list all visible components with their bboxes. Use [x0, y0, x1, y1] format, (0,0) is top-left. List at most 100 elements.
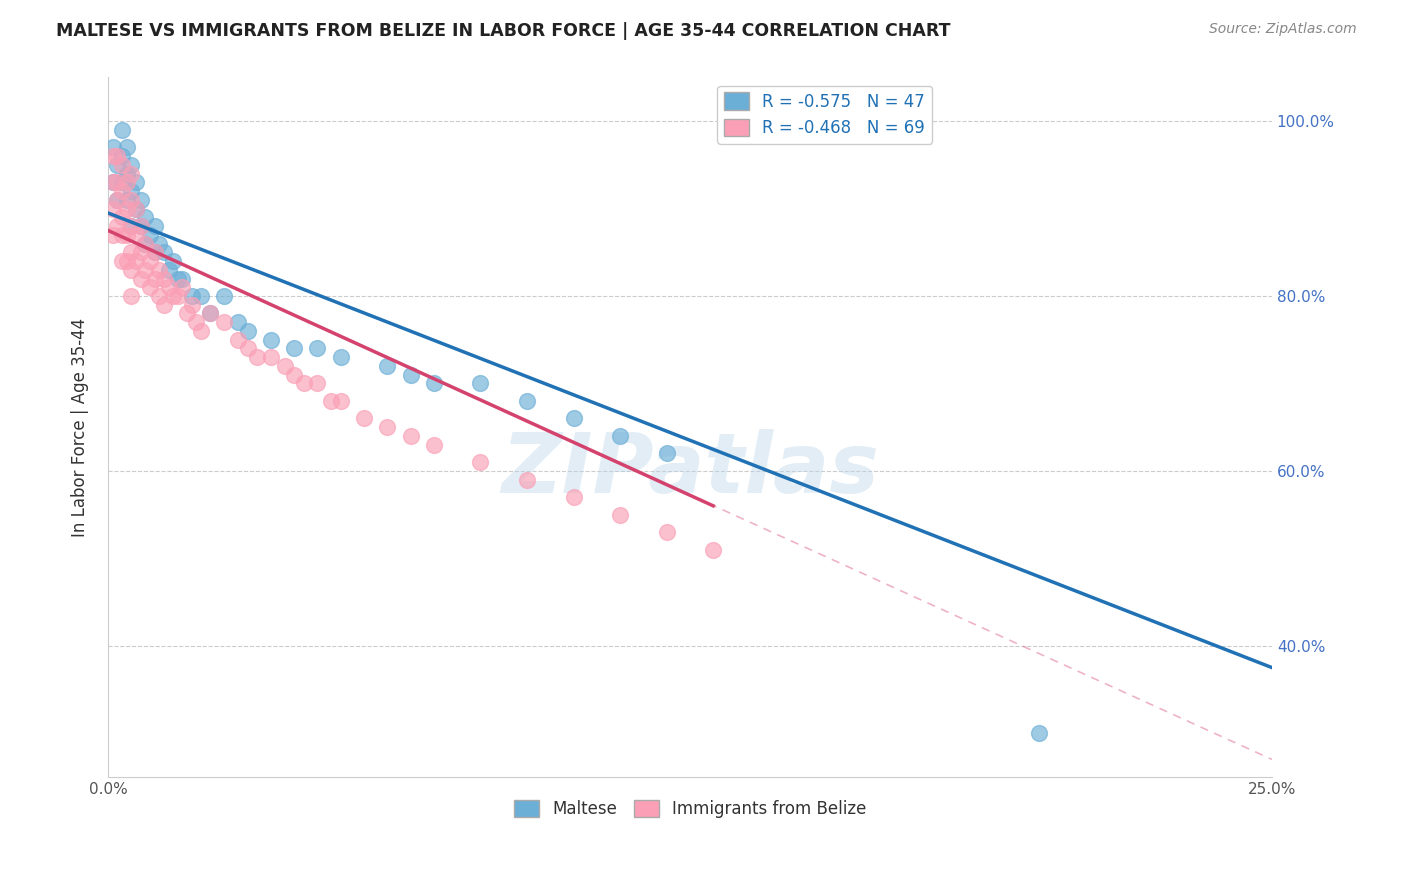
Point [120, 193, 142, 207]
Point [200, 306, 222, 320]
Text: Source: ZipAtlas.com: Source: ZipAtlas.com [1209, 22, 1357, 37]
Point [134, 262, 156, 277]
Point [148, 289, 170, 303]
Point [120, 158, 142, 172]
Point [120, 219, 142, 233]
Point [423, 437, 446, 451]
Point [105, 219, 128, 233]
Point [115, 167, 138, 181]
Point [115, 175, 138, 189]
Point [129, 219, 152, 233]
Point [143, 271, 166, 285]
Point [655, 446, 678, 460]
Point [129, 245, 152, 260]
Point [166, 289, 188, 303]
Point [115, 140, 138, 154]
Point [329, 393, 352, 408]
Point [399, 368, 422, 382]
Point [111, 123, 134, 137]
Point [105, 193, 128, 207]
Point [101, 175, 124, 189]
Point [307, 376, 329, 391]
Point [129, 271, 152, 285]
Point [105, 149, 128, 163]
Point [283, 342, 305, 356]
Point [172, 280, 194, 294]
Point [125, 227, 148, 242]
Point [702, 542, 724, 557]
Point [260, 333, 283, 347]
Point [260, 350, 283, 364]
Point [162, 289, 184, 303]
Point [228, 315, 250, 329]
Point [172, 271, 194, 285]
Point [111, 149, 134, 163]
Point [143, 245, 166, 260]
Point [246, 350, 269, 364]
Point [101, 227, 124, 242]
Point [129, 219, 152, 233]
Point [139, 254, 162, 268]
Point [470, 376, 492, 391]
Point [186, 315, 208, 329]
Point [111, 184, 134, 198]
Point [120, 184, 142, 198]
Point [111, 254, 134, 268]
Point [134, 211, 156, 225]
Point [153, 298, 176, 312]
Point [283, 368, 305, 382]
Legend: Maltese, Immigrants from Belize: Maltese, Immigrants from Belize [508, 793, 873, 824]
Point [274, 359, 297, 373]
Point [180, 298, 202, 312]
Point [101, 149, 124, 163]
Point [111, 158, 134, 172]
Point [200, 306, 222, 320]
Point [399, 429, 422, 443]
Y-axis label: In Labor Force | Age 35-44: In Labor Force | Age 35-44 [72, 318, 89, 537]
Point [115, 254, 138, 268]
Point [321, 393, 343, 408]
Point [236, 324, 259, 338]
Point [120, 219, 142, 233]
Point [562, 411, 585, 425]
Point [153, 245, 176, 260]
Point [120, 262, 142, 277]
Point [166, 271, 188, 285]
Point [148, 236, 170, 251]
Point [139, 280, 162, 294]
Point [143, 245, 166, 260]
Point [609, 429, 631, 443]
Point [115, 202, 138, 216]
Text: ZIPatlas: ZIPatlas [501, 429, 879, 509]
Point [120, 245, 142, 260]
Point [125, 202, 148, 216]
Point [111, 211, 134, 225]
Point [162, 254, 184, 268]
Point [307, 342, 329, 356]
Point [190, 324, 212, 338]
Point [329, 350, 352, 364]
Point [134, 236, 156, 251]
Point [180, 289, 202, 303]
Point [115, 193, 138, 207]
Point [111, 175, 134, 189]
Point [470, 455, 492, 469]
Point [655, 524, 678, 539]
Point [157, 262, 180, 277]
Point [125, 202, 148, 216]
Point [423, 376, 446, 391]
Point [101, 140, 124, 154]
Point [120, 289, 142, 303]
Point [148, 262, 170, 277]
Point [214, 315, 236, 329]
Point [516, 473, 538, 487]
Point [190, 289, 212, 303]
Point [292, 376, 315, 391]
Point [353, 411, 375, 425]
Point [105, 175, 128, 189]
Point [153, 271, 176, 285]
Point [562, 490, 585, 504]
Point [129, 193, 152, 207]
Point [176, 306, 198, 320]
Point [516, 393, 538, 408]
